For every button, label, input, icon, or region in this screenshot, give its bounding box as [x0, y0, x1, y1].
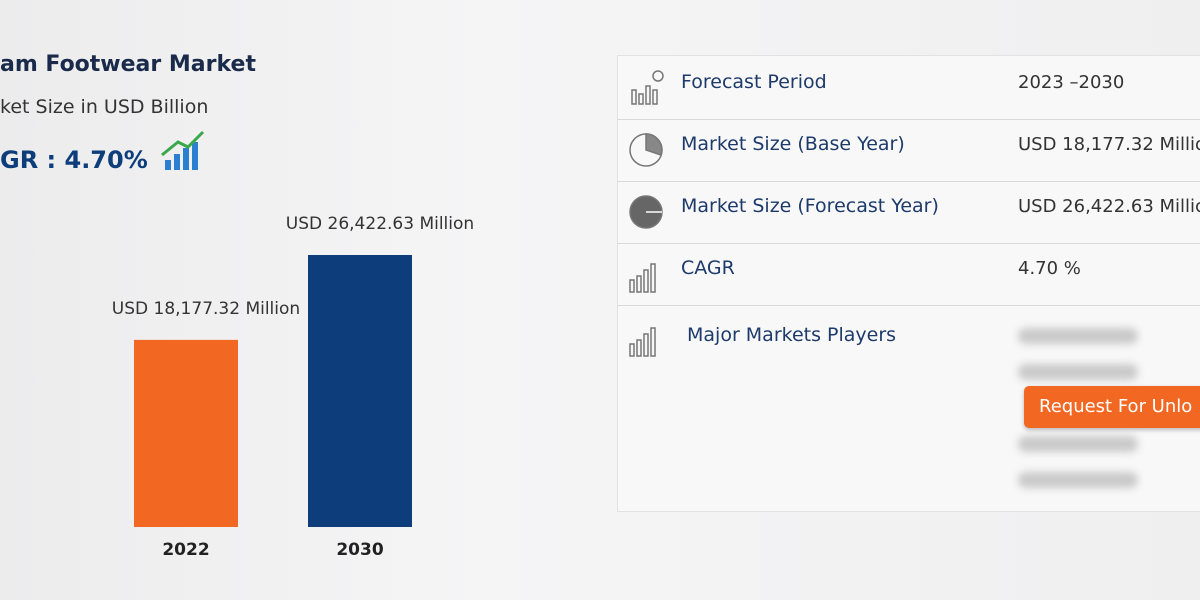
- row-label: Market Size (Base Year): [681, 133, 905, 155]
- bar: [134, 339, 238, 527]
- row-value: USD 18,177.32 Million: [1018, 134, 1200, 155]
- row-value: 2023 –2030: [1018, 72, 1125, 93]
- cagr-annotation: GR : 4.70%: [0, 146, 148, 174]
- row-separator: [617, 181, 1200, 182]
- value-label: USD 18,177.32 Million: [112, 299, 300, 319]
- bar: [308, 255, 412, 527]
- row-label: CAGR: [681, 257, 735, 279]
- x-tick-label: 2022: [162, 540, 209, 560]
- value-label: USD 26,422.63 Million: [286, 214, 474, 234]
- x-tick-label: 2030: [336, 540, 383, 560]
- blurred-player: [1018, 328, 1138, 344]
- row-separator: [617, 305, 1200, 306]
- row-label: Forecast Period: [681, 71, 827, 93]
- request-button[interactable]: Request For Unlo: [1024, 386, 1200, 428]
- row-separator: [617, 243, 1200, 244]
- row-value: 4.70 %: [1018, 258, 1081, 279]
- row-icons: [629, 70, 664, 357]
- chart-title: am Footwear Market: [0, 52, 256, 77]
- blurred-player: [1018, 472, 1138, 488]
- blurred-player: [1018, 436, 1138, 452]
- chart-subtitle: ket Size in USD Billion: [0, 96, 209, 118]
- info-panel: [617, 55, 1200, 512]
- row-label: Major Markets Players: [687, 324, 897, 346]
- growth-icon: [161, 130, 205, 170]
- row-separator: [617, 119, 1200, 120]
- row-label: Market Size (Forecast Year): [681, 195, 939, 217]
- row-value: USD 26,422.63 Millic: [1018, 196, 1200, 217]
- blurred-player: [1018, 364, 1138, 380]
